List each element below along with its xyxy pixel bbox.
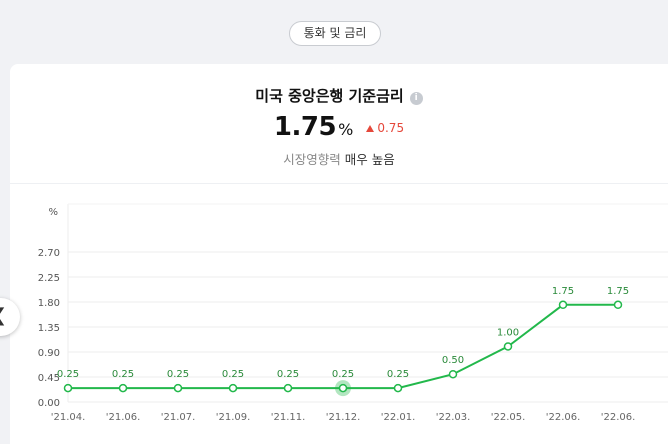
y-tick-label: 2.70: [38, 248, 60, 259]
y-tick-label: 0.00: [38, 398, 60, 409]
influence-value: 매우 높음: [344, 152, 395, 167]
prev-button[interactable]: ❮: [0, 298, 20, 336]
data-label: 0.25: [387, 369, 409, 380]
x-tick-label: '21.12.: [326, 412, 361, 423]
data-label: 0.25: [222, 369, 244, 380]
x-tick-label: '22.01.: [381, 412, 416, 423]
rate-change: 0.75: [366, 121, 404, 135]
data-point: [118, 383, 128, 393]
data-point: [228, 383, 238, 393]
x-tick-label: '21.06.: [106, 412, 141, 423]
influence-label: 시장영향력: [283, 152, 341, 167]
rate-unit: %: [338, 120, 354, 139]
data-label: 0.25: [277, 369, 299, 380]
data-label: 1.75: [607, 286, 629, 297]
data-point: [173, 383, 183, 393]
category-pill[interactable]: 통화 및 금리: [289, 21, 381, 46]
rate-row: 1.75% 0.75: [10, 112, 668, 142]
y-tick-label: 2.25: [38, 273, 60, 284]
data-point: [283, 383, 293, 393]
y-tick-label: 1.80: [38, 298, 60, 309]
rate-chart: % 2.70 2.25 1.80 1.35 0.90 0.45 0.00 '21.04. '21.…: [38, 203, 668, 423]
data-point: [558, 300, 568, 310]
x-tick-label: '21.11.: [271, 412, 306, 423]
data-point: [338, 383, 348, 393]
data-point: [503, 342, 513, 351]
x-tick-label: '21.07.: [161, 412, 196, 423]
data-point: [63, 383, 73, 393]
data-label: 0.25: [112, 369, 134, 380]
data-point: [448, 369, 458, 379]
up-triangle-icon: [366, 125, 375, 132]
x-tick-label: '22.05.: [491, 412, 526, 423]
rate-card: 미국 중앙은행 기준금리 i 1.75% 0.75 시장영향력 매우 높음 % 2.…: [10, 64, 668, 444]
x-tick-label: '21.04.: [51, 412, 86, 423]
data-label: 0.50: [442, 355, 464, 366]
title-text: 미국 중앙은행 기준금리: [255, 87, 404, 105]
x-tick-label: '21.09.: [216, 412, 251, 423]
x-tick-label: '22.06.: [546, 412, 581, 423]
y-tick-label: 0.90: [38, 348, 60, 359]
y-tick-label: 0.45: [38, 373, 60, 384]
x-tick-label: '22.06.: [601, 412, 636, 423]
page-title: 미국 중앙은행 기준금리 i: [10, 85, 668, 106]
data-label: 1.75: [552, 286, 574, 297]
rate-change-value: 0.75: [377, 121, 405, 135]
market-influence: 시장영향력 매우 높음: [10, 149, 668, 168]
card-header: 미국 중앙은행 기준금리 i 1.75% 0.75 시장영향력 매우 높음: [10, 64, 668, 184]
y-axis-label: %: [48, 207, 58, 218]
data-point: [393, 383, 403, 393]
data-label: 0.25: [332, 369, 354, 380]
y-tick-label: 1.35: [38, 323, 60, 334]
data-label: 0.25: [167, 369, 189, 380]
info-icon[interactable]: i: [409, 92, 423, 105]
chevron-left-icon: ❮: [0, 305, 7, 326]
x-tick-label: '22.03.: [436, 412, 471, 423]
rate-value: 1.75: [273, 112, 337, 142]
data-label: 0.25: [57, 369, 79, 380]
data-label: 1.00: [497, 327, 519, 338]
data-point: [613, 300, 623, 310]
